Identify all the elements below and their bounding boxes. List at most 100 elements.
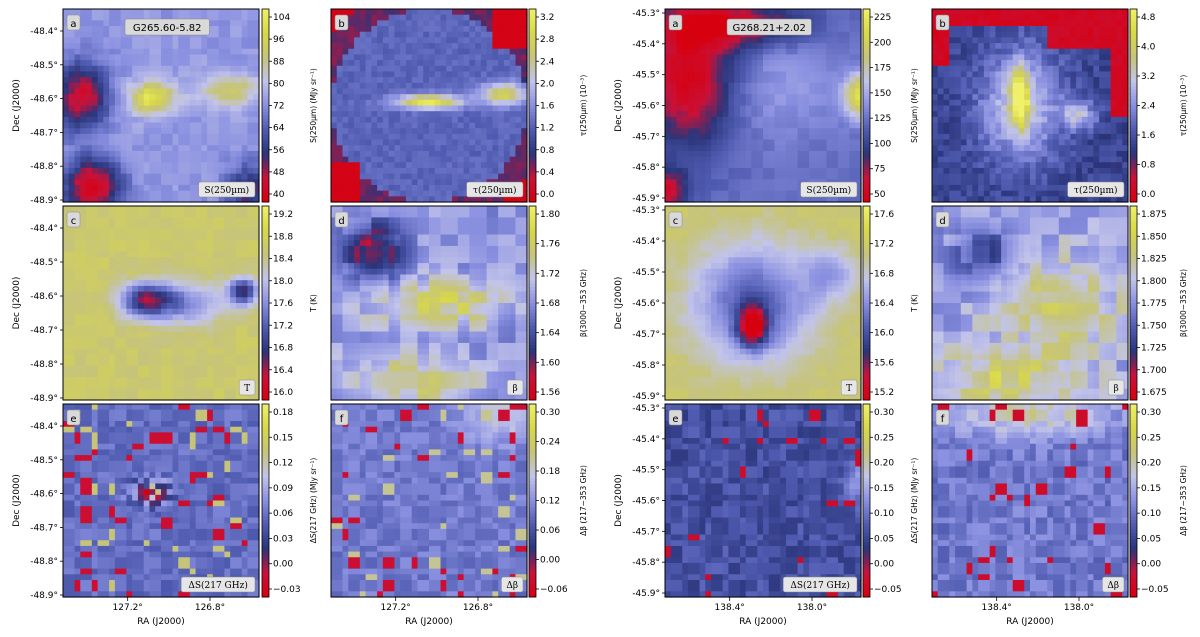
heatmap-cell <box>457 156 465 163</box>
heatmap-cell <box>63 99 70 107</box>
heatmap-cell <box>74 179 81 186</box>
heatmap-cell <box>253 43 260 50</box>
heatmap-cell <box>91 26 99 33</box>
heatmap-cell <box>452 14 459 21</box>
heatmap-cell <box>212 223 220 230</box>
heatmap-cell <box>155 291 162 298</box>
heatmap-cell <box>348 111 355 118</box>
heatmap-cell <box>161 234 168 241</box>
heatmap-cell <box>189 297 197 304</box>
heatmap-cell <box>161 297 168 304</box>
heatmap-cell <box>405 196 413 203</box>
heatmap-cell <box>503 48 511 56</box>
heatmap-cell <box>97 342 104 350</box>
heatmap-cell <box>63 190 70 197</box>
heatmap-cell <box>480 303 488 310</box>
heatmap-cell <box>377 20 384 27</box>
heatmap-cell <box>74 48 81 56</box>
heatmap-cell <box>155 314 162 321</box>
heatmap-cell <box>253 394 260 401</box>
heatmap-cell <box>137 37 145 44</box>
heatmap-cell <box>498 234 505 241</box>
heatmap-cell <box>440 285 447 293</box>
heatmap-cell <box>166 211 174 219</box>
heatmap-cell <box>434 48 442 56</box>
heatmap-cell <box>480 217 488 224</box>
colorbar-tick-label: 16.4 <box>273 366 293 376</box>
heatmap-cell <box>114 184 122 192</box>
heatmap-cell <box>68 371 76 378</box>
heatmap-cell <box>388 116 396 124</box>
heatmap-cell <box>126 331 133 338</box>
heatmap-cell <box>342 377 349 384</box>
heatmap-cell <box>218 43 226 50</box>
heatmap-cell <box>109 173 116 180</box>
heatmap-cell <box>417 116 424 124</box>
heatmap-cell <box>235 196 243 203</box>
heatmap-cell <box>342 99 349 107</box>
heatmap-cell <box>452 190 459 197</box>
heatmap-cell <box>423 179 430 186</box>
heatmap-cell <box>521 291 528 298</box>
heatmap-cell <box>498 116 505 124</box>
heatmap-cell <box>423 314 430 321</box>
heatmap-cell <box>201 325 208 333</box>
heatmap-cell <box>114 190 122 197</box>
panel-name: T <box>244 384 250 394</box>
heatmap-cell <box>359 251 367 258</box>
heatmap-cell <box>86 280 93 287</box>
heatmap-cell <box>509 31 517 38</box>
heatmap-cell <box>91 297 99 304</box>
heatmap-cell <box>218 88 226 95</box>
heatmap-cell <box>126 179 133 186</box>
heatmap-cell <box>475 82 482 90</box>
heatmap-cell <box>446 211 453 219</box>
heatmap-cell <box>480 105 488 112</box>
heatmap-cell <box>475 257 482 264</box>
heatmap-cell <box>97 268 104 276</box>
heatmap-cell <box>331 320 338 327</box>
heatmap-cell <box>143 173 151 180</box>
panel-letter-box <box>66 14 81 31</box>
heatmap-cell <box>126 291 133 298</box>
heatmap-cell <box>103 263 110 270</box>
heatmap-cell <box>382 145 390 152</box>
heatmap-cell <box>172 179 179 186</box>
heatmap-cell <box>423 99 430 107</box>
heatmap-cell <box>359 263 367 270</box>
heatmap-cell <box>91 48 99 56</box>
heatmap-cell <box>161 337 168 344</box>
heatmap-cell <box>446 43 453 50</box>
heatmap-cell <box>218 342 226 350</box>
heatmap-cell <box>457 37 465 44</box>
heatmap-cell <box>178 245 185 253</box>
heatmap-cell <box>120 394 128 401</box>
heatmap-cell <box>486 60 494 67</box>
heatmap-cell <box>132 179 139 186</box>
heatmap-cell <box>247 26 254 33</box>
heatmap-cell <box>331 71 338 78</box>
heatmap-cell <box>348 14 355 21</box>
heatmap-cell <box>515 133 522 141</box>
heatmap-cell <box>342 331 349 338</box>
heatmap-cell <box>429 206 436 213</box>
heatmap-cell <box>253 371 260 378</box>
heatmap-cell <box>114 371 122 378</box>
heatmap-cell <box>103 234 110 241</box>
heatmap-cell <box>521 179 528 186</box>
heatmap-cell <box>434 156 442 163</box>
heatmap-cell <box>230 382 237 390</box>
heatmap-cell <box>417 94 424 101</box>
heatmap-cell <box>63 71 70 78</box>
colorbar-segment <box>262 332 269 336</box>
heatmap-cell <box>235 167 243 175</box>
heatmap-cell <box>509 71 517 78</box>
heatmap-cell <box>400 348 407 355</box>
heatmap-cell <box>109 48 116 56</box>
colorbar-tick-label: 1.76 <box>540 240 560 250</box>
heatmap-cell <box>394 342 401 350</box>
panel-a: aS(250µm)G265.60-5.821049688807264564840… <box>62 8 318 203</box>
heatmap-cell <box>359 394 367 401</box>
heatmap-cell <box>91 60 99 67</box>
heatmap-cell <box>440 122 447 129</box>
